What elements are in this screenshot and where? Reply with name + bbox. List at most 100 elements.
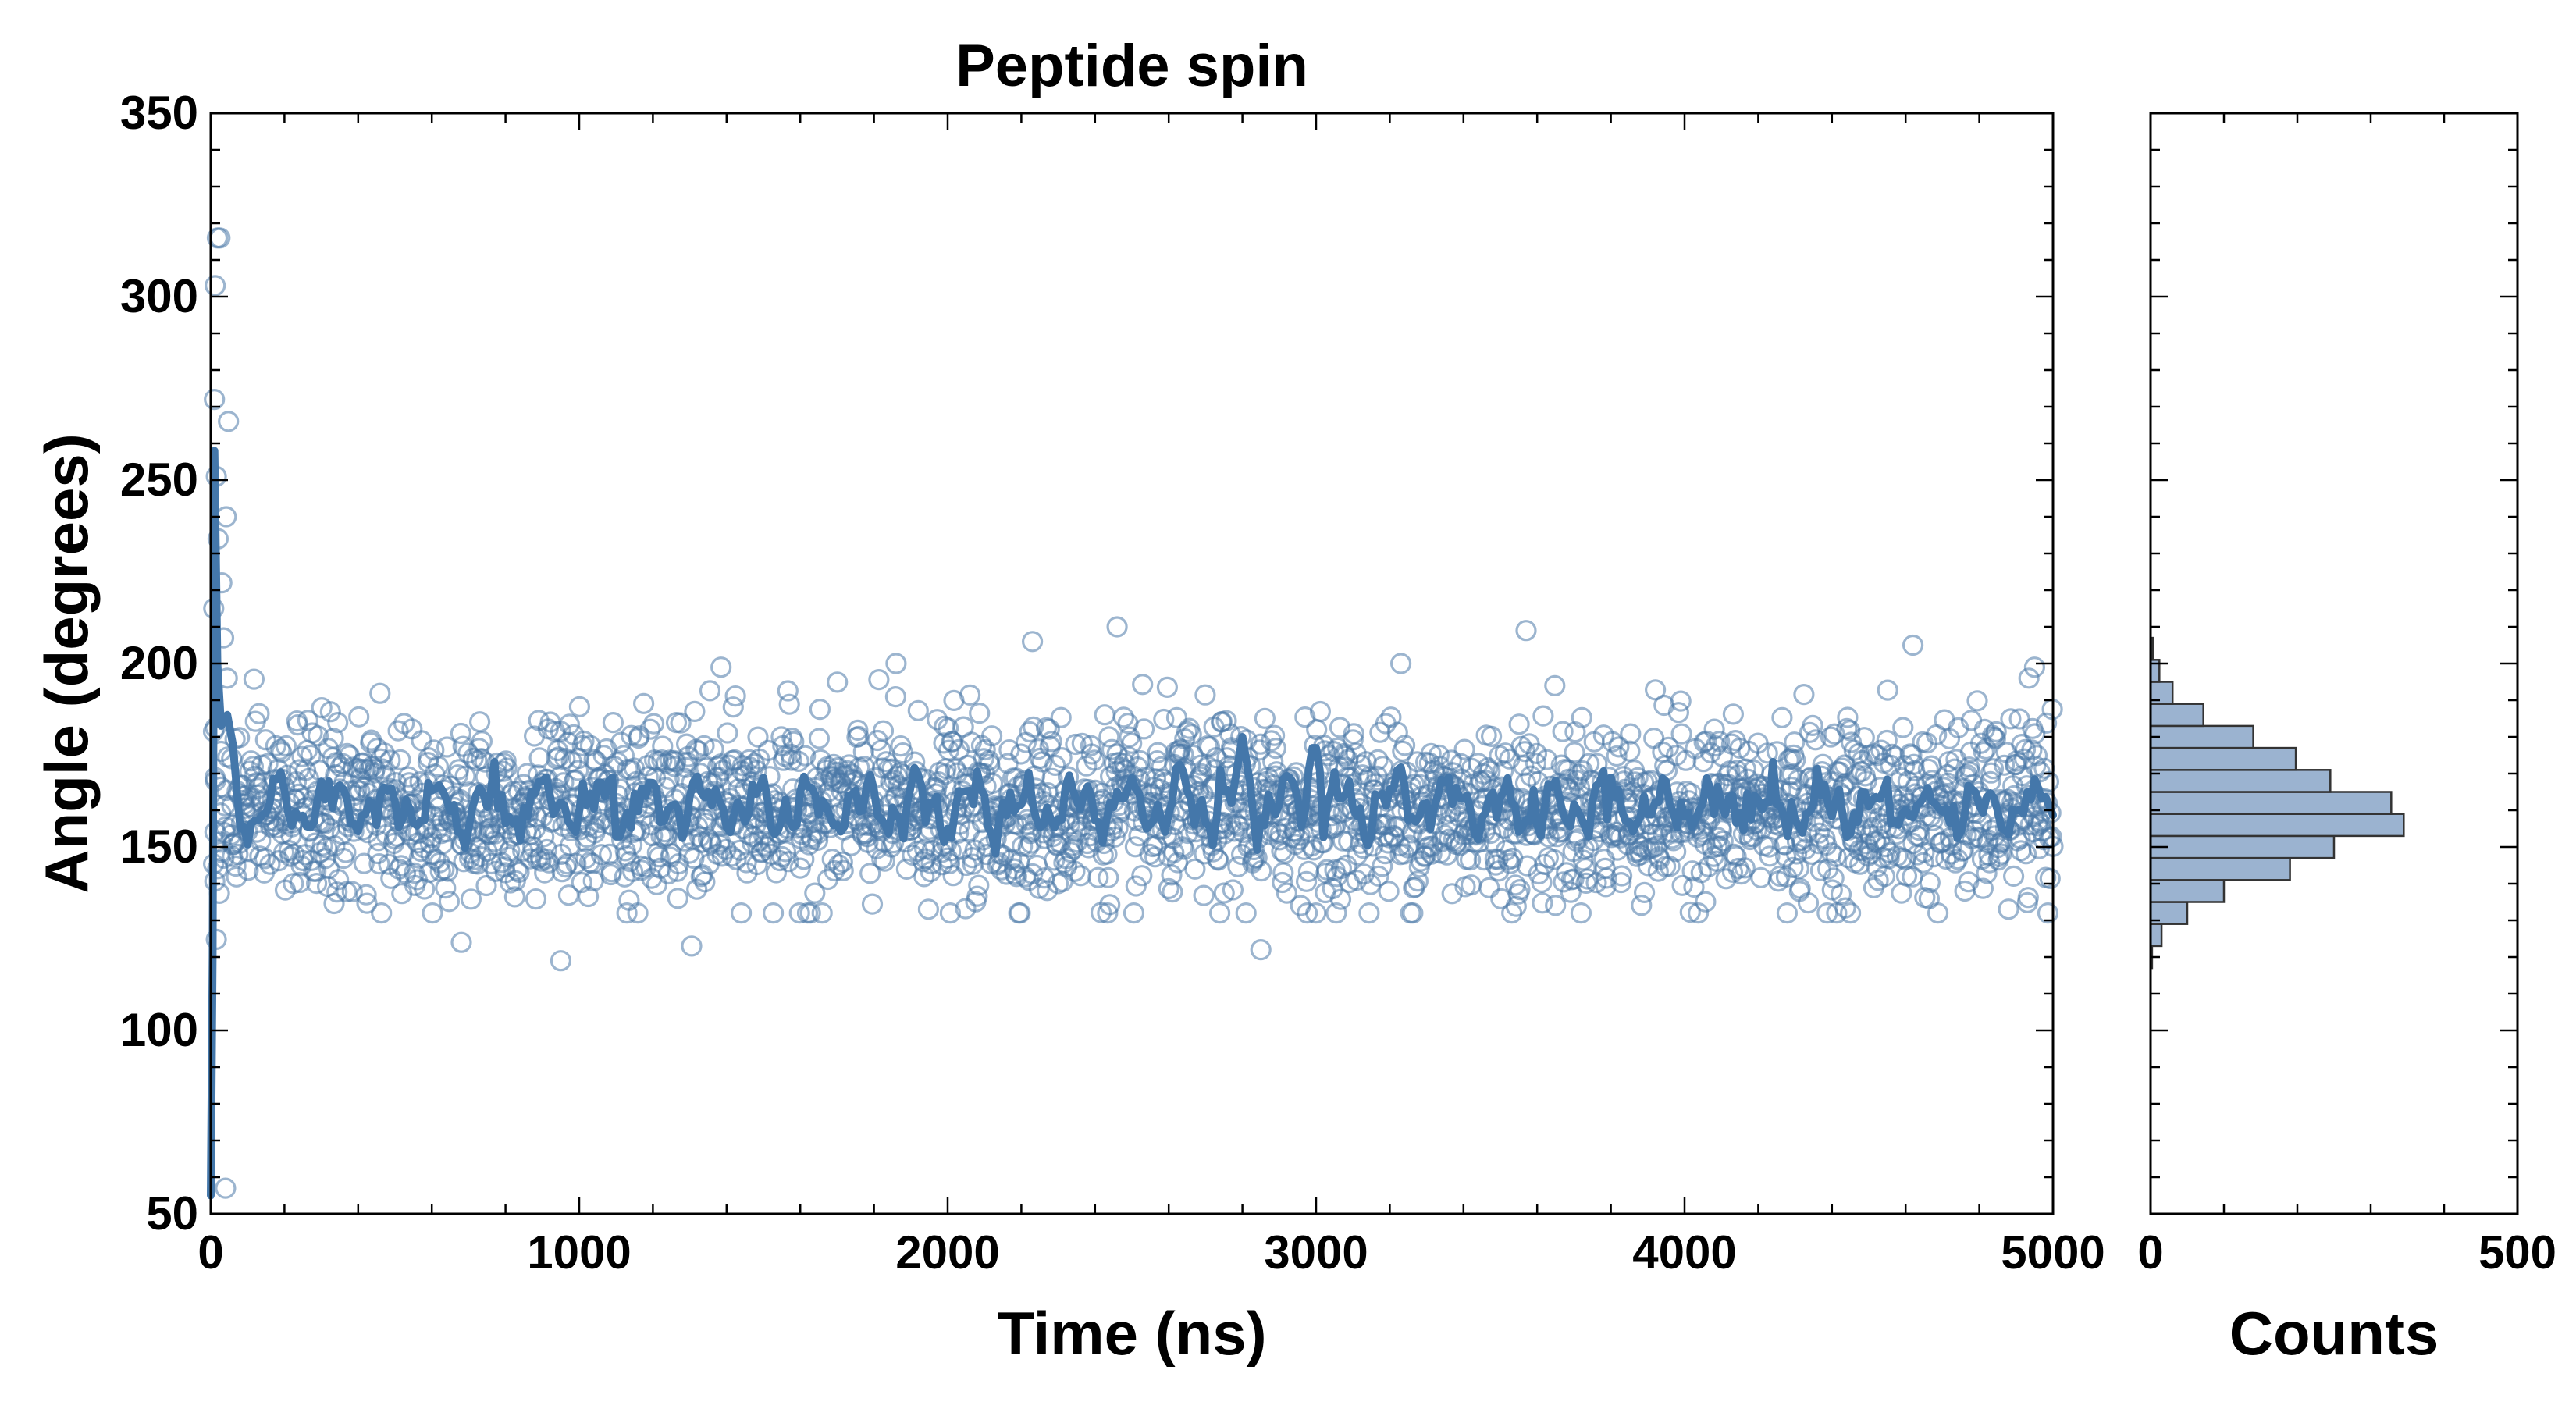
data-point: [778, 693, 800, 715]
data-point: [1793, 683, 1815, 706]
main-tick-marks: [209, 112, 2055, 1215]
data-point: [1709, 731, 1731, 753]
data-point: [1504, 874, 1527, 896]
data-point: [1440, 749, 1462, 771]
data-point: [1892, 717, 1914, 738]
data-point: [966, 885, 988, 907]
histogram-bar: [2149, 724, 2254, 749]
data-point: [809, 749, 831, 770]
data-point: [670, 712, 692, 734]
data-point: [306, 872, 328, 895]
data-point: [1520, 765, 1542, 787]
data-point: [1610, 871, 1632, 894]
data-point: [1080, 735, 1102, 756]
data-point: [1156, 676, 1179, 699]
data-point: [1050, 706, 1072, 728]
data-point: [387, 720, 409, 742]
data-point: [1545, 895, 1567, 916]
data-point: [777, 680, 799, 702]
data-point: [1771, 706, 1793, 728]
data-point: [729, 839, 751, 861]
data-point: [884, 685, 907, 708]
data-point: [1309, 700, 1332, 723]
data-point: [1204, 759, 1226, 781]
data-point: [1944, 758, 1966, 780]
data-point: [1021, 631, 1044, 653]
data-point: [215, 1177, 237, 1199]
data-point: [1295, 870, 1318, 892]
data-point: [1795, 838, 1816, 860]
data-point: [1788, 858, 1809, 880]
data-point: [1473, 849, 1495, 871]
data-point: [590, 844, 613, 866]
data-point: [499, 840, 521, 862]
data-point: [1389, 653, 1412, 674]
data-point: [725, 849, 747, 870]
histogram-bar: [2149, 923, 2163, 948]
data-point: [1705, 735, 1727, 757]
data-point: [2011, 733, 2033, 756]
data-point: [1271, 840, 1293, 862]
data-point: [291, 745, 313, 767]
data-point: [2023, 656, 2045, 678]
histogram-bar: [2149, 813, 2405, 838]
data-point: [942, 865, 964, 887]
data-point: [1820, 726, 1841, 748]
data-point: [771, 845, 793, 868]
data-point: [1919, 871, 1941, 894]
data-point: [265, 735, 286, 757]
x-tick-label: 4000: [1632, 1226, 1736, 1279]
data-point: [648, 846, 670, 868]
data-point: [1041, 731, 1062, 753]
data-point: [804, 882, 826, 904]
data-point: [1837, 706, 1859, 728]
data-point: [271, 742, 293, 763]
data-point: [1982, 758, 2005, 780]
data-point: [577, 885, 600, 908]
data-point: [1759, 845, 1781, 867]
data-point: [642, 713, 665, 735]
data-point: [319, 701, 341, 723]
data-point: [239, 760, 261, 782]
data-point: [1121, 732, 1143, 754]
data-point: [1993, 754, 2016, 776]
data-point: [447, 759, 470, 781]
data-point: [681, 935, 703, 957]
data-point: [974, 738, 996, 761]
data-point: [1659, 856, 1681, 877]
data-point: [1902, 634, 1924, 656]
data-point: [1912, 852, 1934, 874]
data-point: [1840, 902, 1862, 924]
data-point: [938, 852, 961, 874]
data-point: [1151, 756, 1172, 777]
running-average-line: [207, 447, 2057, 1200]
data-point: [1631, 895, 1653, 916]
data-point: [1096, 843, 1118, 865]
data-point: [1670, 723, 1692, 745]
data-point: [777, 851, 799, 873]
data-point: [747, 726, 769, 748]
data-point: [1756, 742, 1778, 764]
data-point: [1611, 865, 1633, 887]
data-point: [635, 856, 657, 878]
data-point: [1153, 708, 1175, 731]
data-point: [1173, 838, 1195, 860]
data-point: [1208, 849, 1229, 871]
data-point: [1165, 706, 1188, 728]
data-point: [1262, 750, 1284, 773]
data-point: [1758, 836, 1780, 858]
data-point: [730, 902, 753, 924]
data-point: [1272, 871, 1293, 894]
x-axis-title: Time (ns): [997, 1299, 1266, 1368]
data-point: [1734, 857, 1756, 879]
data-point: [710, 656, 732, 678]
data-point: [1805, 729, 1827, 751]
data-point: [535, 848, 557, 870]
data-point: [1608, 736, 1630, 758]
data-point: [390, 749, 411, 770]
histogram-bar: [2149, 856, 2291, 881]
data-point: [1305, 902, 1327, 924]
data-point: [1421, 843, 1443, 865]
